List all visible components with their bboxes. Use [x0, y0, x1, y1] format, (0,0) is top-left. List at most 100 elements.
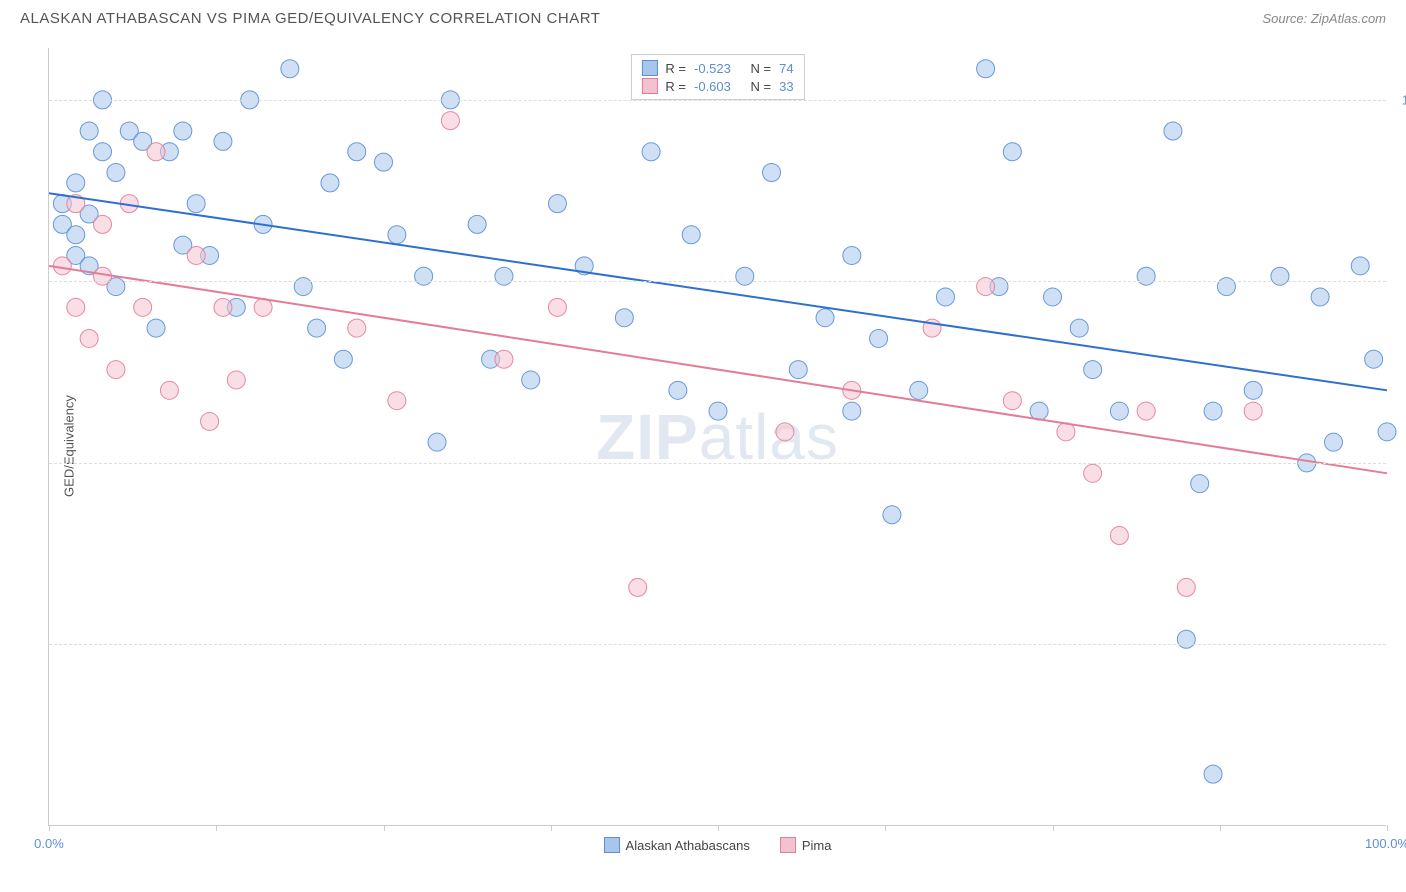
data-point — [548, 195, 566, 213]
data-point — [1204, 765, 1222, 783]
swatch-icon — [780, 837, 796, 853]
data-point — [94, 143, 112, 161]
data-point — [1137, 267, 1155, 285]
data-point — [334, 350, 352, 368]
y-tick-label: 100.0% — [1402, 92, 1406, 107]
swatch-icon — [641, 60, 657, 76]
data-point — [67, 226, 85, 244]
legend-row-athabascan: R = -0.523 N = 74 — [641, 59, 793, 77]
data-point — [107, 163, 125, 181]
swatch-icon — [641, 78, 657, 94]
data-point — [763, 163, 781, 181]
data-point — [94, 215, 112, 233]
data-point — [1365, 350, 1383, 368]
chart-title: ALASKAN ATHABASCAN VS PIMA GED/EQUIVALEN… — [20, 10, 600, 27]
x-tick — [718, 825, 719, 831]
data-point — [1244, 381, 1262, 399]
x-tick — [49, 825, 50, 831]
legend-item-pima: Pima — [780, 837, 832, 853]
data-point — [348, 319, 366, 337]
data-point — [1204, 402, 1222, 420]
data-point — [1084, 464, 1102, 482]
data-point — [201, 412, 219, 430]
data-point — [294, 278, 312, 296]
data-point — [80, 329, 98, 347]
data-point — [147, 143, 165, 161]
data-point — [709, 402, 727, 420]
data-point — [870, 329, 888, 347]
trend-line — [49, 193, 1387, 390]
data-point — [977, 60, 995, 78]
data-point — [388, 392, 406, 410]
legend-row-pima: R = -0.603 N = 33 — [641, 77, 793, 95]
data-point — [428, 433, 446, 451]
data-point — [1057, 423, 1075, 441]
data-point — [642, 143, 660, 161]
data-point — [495, 350, 513, 368]
data-point — [1217, 278, 1235, 296]
data-point — [308, 319, 326, 337]
series-legend: Alaskan Athabascans Pima — [604, 837, 832, 853]
data-point — [522, 371, 540, 389]
data-point — [1177, 578, 1195, 596]
x-tick — [1220, 825, 1221, 831]
data-point — [1030, 402, 1048, 420]
data-point — [321, 174, 339, 192]
data-point — [977, 278, 995, 296]
data-point — [107, 361, 125, 379]
data-point — [415, 267, 433, 285]
x-tick — [551, 825, 552, 831]
data-point — [214, 132, 232, 150]
data-point — [254, 298, 272, 316]
data-point — [214, 298, 232, 316]
data-point — [1378, 423, 1396, 441]
gridline — [49, 644, 1386, 645]
data-point — [1084, 361, 1102, 379]
data-point — [883, 506, 901, 524]
data-point — [1044, 288, 1062, 306]
data-point — [80, 122, 98, 140]
trend-line — [49, 266, 1387, 473]
data-point — [441, 112, 459, 130]
data-point — [174, 122, 192, 140]
data-point — [816, 309, 834, 327]
legend-item-athabascan: Alaskan Athabascans — [604, 837, 750, 853]
data-point — [1311, 288, 1329, 306]
source-label: Source: ZipAtlas.com — [1262, 11, 1386, 26]
x-tick — [216, 825, 217, 831]
data-point — [1110, 402, 1128, 420]
data-point — [1070, 319, 1088, 337]
swatch-icon — [604, 837, 620, 853]
data-point — [147, 319, 165, 337]
x-tick — [885, 825, 886, 831]
data-point — [669, 381, 687, 399]
data-point — [67, 298, 85, 316]
data-point — [1177, 630, 1195, 648]
data-point — [468, 215, 486, 233]
data-point — [843, 402, 861, 420]
data-point — [348, 143, 366, 161]
data-point — [736, 267, 754, 285]
chart-plot-area: ZIPatlas R = -0.523 N = 74 R = -0.603 N … — [48, 48, 1386, 826]
data-point — [495, 267, 513, 285]
x-tick — [1053, 825, 1054, 831]
correlation-legend: R = -0.523 N = 74 R = -0.603 N = 33 — [630, 54, 804, 100]
data-point — [388, 226, 406, 244]
data-point — [1271, 267, 1289, 285]
data-point — [548, 298, 566, 316]
data-point — [227, 371, 245, 389]
gridline — [49, 100, 1386, 101]
data-point — [1164, 122, 1182, 140]
data-point — [1137, 402, 1155, 420]
data-point — [94, 267, 112, 285]
data-point — [843, 246, 861, 264]
x-tick-label: 100.0% — [1365, 836, 1406, 851]
data-point — [1003, 392, 1021, 410]
data-point — [1351, 257, 1369, 275]
data-point — [67, 174, 85, 192]
data-point — [1324, 433, 1342, 451]
data-point — [1191, 475, 1209, 493]
data-point — [187, 246, 205, 264]
data-point — [1003, 143, 1021, 161]
data-point — [160, 381, 178, 399]
